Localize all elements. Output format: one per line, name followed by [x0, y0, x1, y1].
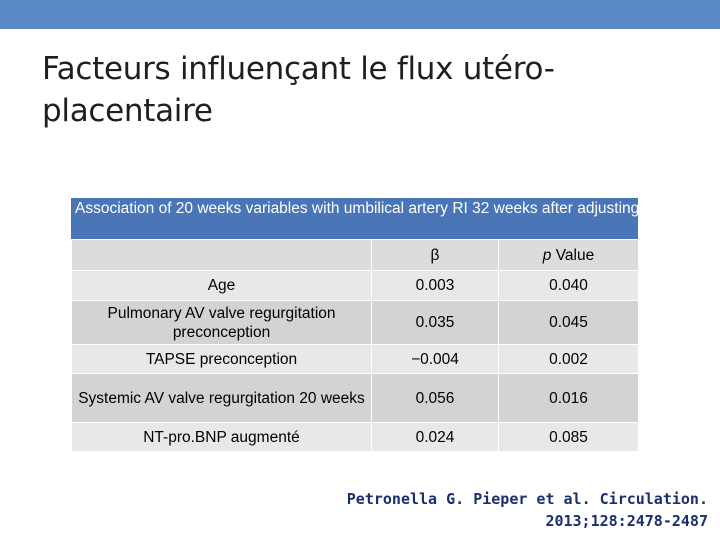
- header-beta: β: [371, 239, 499, 271]
- header-p-letter: p: [542, 246, 552, 264]
- table-caption: Association of 20 weeks variables with u…: [71, 198, 638, 239]
- top-accent-bar: [0, 0, 720, 29]
- citation-authors: Petronella G. Pieper et al. Circulation.: [346, 490, 708, 508]
- row-beta: 0.024: [371, 422, 499, 452]
- header-variable: [71, 239, 372, 271]
- table-row: Age 0.003 0.040: [71, 270, 639, 301]
- table-row: NT-pro.BNP augmenté 0.024 0.085: [71, 422, 639, 452]
- results-table: β p Value Age 0.003 0.040 Pulmonary AV v…: [71, 239, 639, 452]
- row-p-value: 0.045: [498, 300, 639, 345]
- row-beta: 0.056: [371, 373, 499, 423]
- table-header-row: β p Value: [71, 239, 639, 271]
- header-p-suffix: Value: [551, 246, 595, 264]
- row-variable: Age: [71, 270, 372, 301]
- row-p-value: 0.016: [498, 373, 639, 423]
- row-variable: NT-pro.BNP augmenté: [71, 422, 372, 452]
- slide-title: Facteurs influençant le flux utéro-place…: [42, 51, 555, 129]
- row-p-value: 0.002: [498, 344, 639, 374]
- results-table-container: Association of 20 weeks variables with u…: [71, 198, 639, 452]
- row-variable: TAPSE preconception: [71, 344, 372, 374]
- table-row: Pulmonary AV valve regurgitation preconc…: [71, 300, 639, 345]
- row-p-value: 0.085: [498, 422, 639, 452]
- row-variable: Pulmonary AV valve regurgitation preconc…: [71, 300, 372, 345]
- citation: Petronella G. Pieper et al. Circulation.…: [288, 488, 708, 532]
- row-beta: −0.004: [371, 344, 499, 374]
- header-p-value: p Value: [498, 239, 639, 271]
- table-row: TAPSE preconception −0.004 0.002: [71, 344, 639, 374]
- row-beta: 0.035: [371, 300, 499, 345]
- row-variable: Systemic AV valve regurgitation 20 weeks: [71, 373, 372, 423]
- citation-reference: 2013;128:2478-2487: [545, 512, 708, 530]
- row-p-value: 0.040: [498, 270, 639, 301]
- table-row: Systemic AV valve regurgitation 20 weeks…: [71, 373, 639, 423]
- row-beta: 0.003: [371, 270, 499, 301]
